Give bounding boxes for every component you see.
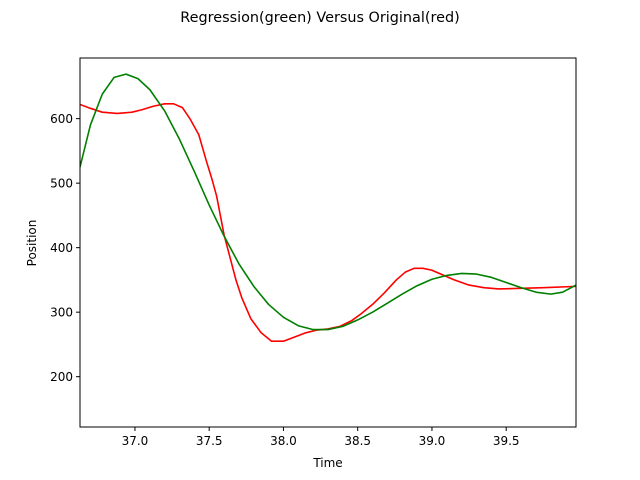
y-axis: 200 300 400 500 600	[50, 112, 80, 384]
x-tick-label: 37.0	[122, 434, 149, 448]
y-tick-label: 200	[50, 370, 73, 384]
x-axis-label: Time	[312, 456, 342, 470]
x-axis: 37.0 37.5 38.0 38.5 39.0 39.5	[122, 427, 520, 448]
series-line-0	[80, 103, 576, 343]
x-tick-label: 38.5	[344, 434, 371, 448]
series-layer	[80, 73, 576, 343]
x-tick-label: 39.5	[493, 434, 520, 448]
chart-title: Regression(green) Versus Original(red)	[180, 10, 459, 26]
y-axis-label: Position	[25, 220, 39, 267]
y-tick-label: 300	[50, 306, 73, 320]
x-tick-label: 37.5	[196, 434, 223, 448]
x-tick-label: 38.0	[270, 434, 297, 448]
y-tick-label: 400	[50, 241, 73, 255]
y-tick-label: 500	[50, 177, 73, 191]
x-tick-label: 39.0	[419, 434, 446, 448]
y-tick-label: 600	[50, 112, 73, 126]
series-line-1	[80, 73, 576, 331]
plot-frame	[79, 57, 577, 428]
